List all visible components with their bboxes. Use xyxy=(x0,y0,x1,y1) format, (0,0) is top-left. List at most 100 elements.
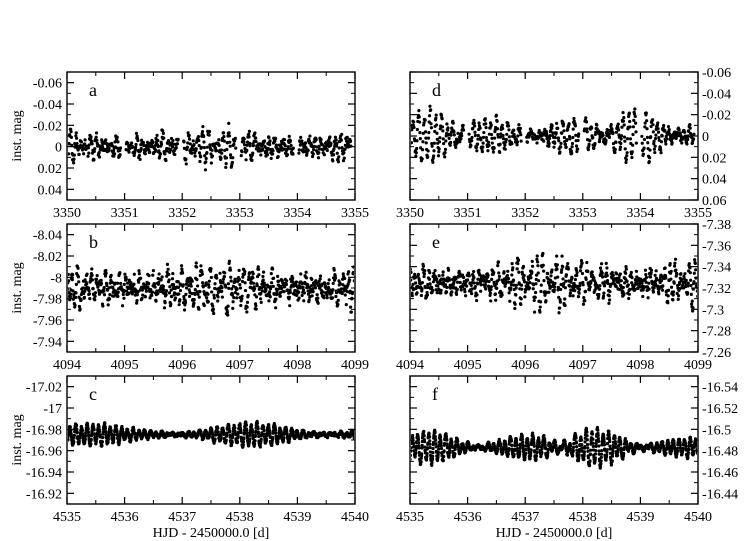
data-point xyxy=(418,136,422,141)
data-point xyxy=(526,277,531,281)
data-point xyxy=(420,157,424,161)
data-point xyxy=(194,261,198,265)
data-point xyxy=(280,286,284,290)
data-point xyxy=(559,287,563,291)
panel-d: 3350 3351 3352 3353 3354 3355-0.06-0.04-0.020… xyxy=(396,66,731,221)
data-point xyxy=(435,137,439,141)
data-point xyxy=(94,131,99,135)
data-point xyxy=(143,295,147,299)
data-point xyxy=(444,139,448,143)
data-point xyxy=(411,141,414,145)
data-point xyxy=(250,158,254,162)
data-point xyxy=(74,131,78,135)
data-point xyxy=(411,288,415,292)
data-point xyxy=(652,139,656,143)
data-point xyxy=(440,117,444,121)
data-point xyxy=(514,283,519,287)
data-point xyxy=(679,277,684,282)
data-point xyxy=(556,126,560,130)
data-point xyxy=(494,282,498,286)
data-point xyxy=(613,277,617,281)
data-points-f xyxy=(411,425,697,470)
data-point xyxy=(688,122,692,127)
data-point xyxy=(440,125,445,129)
y-tick-label: -16.48 xyxy=(702,445,738,460)
data-point xyxy=(231,156,235,160)
data-point xyxy=(503,143,507,147)
y-tick-label: 0 xyxy=(55,141,62,156)
data-point xyxy=(74,295,78,299)
data-point xyxy=(414,151,418,155)
data-point xyxy=(190,292,194,296)
data-point xyxy=(577,132,581,136)
data-point xyxy=(506,121,510,125)
data-point xyxy=(140,288,144,292)
data-point xyxy=(337,155,341,159)
data-point xyxy=(590,270,594,274)
data-point xyxy=(268,143,272,147)
data-point xyxy=(242,431,246,435)
data-point xyxy=(505,273,510,278)
data-point xyxy=(90,278,95,282)
data-point xyxy=(630,155,634,160)
data-point xyxy=(513,306,517,311)
x-tick-label: 4099 xyxy=(684,358,712,373)
data-point xyxy=(252,287,257,291)
data-point xyxy=(109,426,113,430)
data-point xyxy=(242,140,246,144)
data-point xyxy=(314,279,318,283)
data-point xyxy=(311,287,315,291)
data-point xyxy=(467,132,471,136)
data-point xyxy=(548,134,552,138)
data-point xyxy=(209,269,213,273)
data-point xyxy=(487,140,491,144)
data-point xyxy=(624,271,628,275)
data-point xyxy=(547,141,551,146)
data-point xyxy=(435,291,439,295)
data-point xyxy=(620,125,624,129)
data-point xyxy=(69,292,73,296)
data-point xyxy=(174,146,178,150)
data-point xyxy=(532,298,536,303)
data-point xyxy=(68,272,70,276)
data-point xyxy=(335,141,339,146)
data-point xyxy=(136,290,140,294)
data-point xyxy=(563,142,568,146)
data-point xyxy=(202,146,206,150)
data-point xyxy=(246,293,250,298)
data-point xyxy=(218,271,222,275)
data-point xyxy=(678,131,682,135)
data-point xyxy=(325,296,329,300)
data-point xyxy=(542,269,546,273)
data-point xyxy=(303,141,308,145)
data-point xyxy=(329,141,333,146)
data-point xyxy=(323,281,327,286)
data-point xyxy=(343,147,347,151)
data-point xyxy=(116,140,120,144)
data-point xyxy=(157,149,161,153)
data-point xyxy=(240,297,244,301)
data-point xyxy=(92,428,96,432)
data-point xyxy=(609,122,613,127)
data-point xyxy=(316,156,321,160)
data-point xyxy=(245,148,249,152)
data-point xyxy=(139,146,143,151)
data-point xyxy=(561,265,565,269)
data-point xyxy=(469,283,473,288)
data-point xyxy=(687,262,691,266)
data-point xyxy=(627,292,631,296)
data-point xyxy=(414,154,418,158)
data-point xyxy=(504,137,508,142)
data-point xyxy=(104,271,108,275)
data-point xyxy=(334,138,338,142)
data-point xyxy=(185,145,189,149)
data-point xyxy=(621,119,626,123)
data-point xyxy=(674,268,678,272)
data-point xyxy=(100,443,104,448)
x-tick-label: 4096 xyxy=(168,358,196,373)
data-point xyxy=(231,435,235,439)
y-tick-label: -16.52 xyxy=(702,402,738,417)
data-point xyxy=(328,135,332,139)
data-point xyxy=(118,281,123,286)
